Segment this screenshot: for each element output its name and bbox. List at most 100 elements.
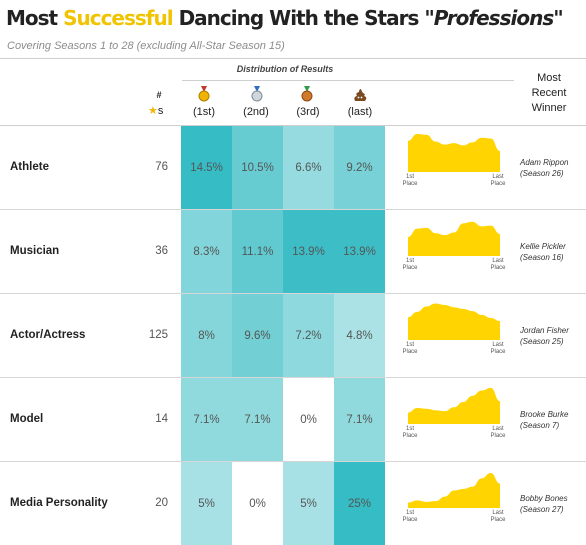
subtitle: Covering Seasons 1 to 28 (excluding All-… — [7, 40, 285, 52]
most-recent-winner: Jordan Fisher (Season 25) — [520, 325, 569, 347]
distribution-sparkline — [408, 387, 500, 424]
row-label: Musician — [10, 245, 60, 257]
heat-cell: 5% — [283, 462, 334, 545]
distribution-sparkline — [408, 134, 500, 172]
most-recent-winner: Bobby Bones (Season 27) — [520, 493, 568, 515]
gold-medal-icon — [198, 86, 210, 102]
heat-cell: 13.9% — [334, 210, 385, 293]
count-header: # — [156, 90, 162, 100]
row-divider — [0, 377, 586, 378]
heat-cell: 7.1% — [334, 378, 385, 461]
caption-line: Place — [402, 433, 418, 439]
sparkline-caption-last: Last Place — [486, 258, 510, 272]
caption-line: Place — [490, 265, 506, 271]
caption-line: Last — [492, 174, 504, 180]
sparkline-area — [408, 221, 500, 256]
caption-line: Last — [492, 510, 504, 516]
col-header-2nd: (2nd) — [243, 106, 269, 118]
star-icon: ★ — [148, 105, 158, 117]
caption-line: 1st — [405, 258, 414, 264]
caption-line: Last — [492, 258, 504, 264]
heat-cell: 0% — [283, 378, 334, 461]
row-count: 20 — [155, 497, 168, 509]
sparkline-caption-last: Last Place — [486, 174, 510, 188]
winner-line: Jordan Fisher — [520, 326, 569, 335]
sparkline-area — [408, 473, 500, 508]
winner-line: Brooke Burke — [520, 410, 569, 419]
page-title: Most Successful Dancing With the Stars "… — [6, 6, 564, 30]
caption-line: Place — [490, 433, 506, 439]
winner-line: Kellie Pickler — [520, 242, 566, 251]
distribution-sparkline — [408, 473, 500, 508]
caption-line: Last — [492, 426, 504, 432]
heat-cell: 14.5% — [181, 126, 232, 209]
sparkline-caption-last: Last Place — [486, 342, 510, 356]
heat-cell: 8% — [181, 294, 232, 377]
winner-line: (Season 25) — [520, 337, 564, 346]
col-header-3rd: (3rd) — [296, 106, 320, 118]
row-count: 76 — [155, 161, 168, 173]
row-divider — [0, 209, 586, 210]
caption-line: 1st — [405, 426, 414, 432]
row-divider — [0, 293, 586, 294]
caption-line: Place — [402, 265, 418, 271]
winner-line: (Season 26) — [520, 169, 564, 178]
row-count: 14 — [155, 413, 168, 425]
sparkline-caption-last: Last Place — [486, 426, 510, 440]
heat-cell: 4.8% — [334, 294, 385, 377]
heat-cell: 11.1% — [232, 210, 283, 293]
sparkline-area — [408, 134, 500, 172]
row-count: 125 — [148, 329, 168, 341]
row-label: Media Personality — [10, 497, 108, 509]
heat-cell: 7.1% — [232, 378, 283, 461]
silver-medal-icon — [251, 86, 263, 102]
caption-line: 1st — [405, 174, 414, 180]
heat-cell: 9.2% — [334, 126, 385, 209]
row-label: Athlete — [10, 161, 49, 173]
caption-line: Place — [402, 181, 418, 187]
poop-icon — [354, 89, 367, 101]
caption-line: 1st — [405, 342, 414, 348]
sparkline-caption-last: Last Place — [486, 510, 510, 524]
caption-line: Place — [490, 517, 506, 523]
most-recent-winner: Adam Rippon (Season 26) — [520, 157, 568, 179]
heat-cell: 7.2% — [283, 294, 334, 377]
star-count-header: ★s — [148, 105, 164, 117]
col-header-1st: (1st) — [193, 106, 215, 118]
most-recent-winner-header: Most Recent Winner — [531, 72, 567, 114]
heat-cell: 5% — [181, 462, 232, 545]
distribution-underline — [182, 80, 514, 81]
row-count: 36 — [155, 245, 168, 257]
distribution-sparkline — [408, 303, 500, 340]
bronze-medal-icon — [301, 86, 313, 102]
sparkline-caption-first: 1st Place — [398, 342, 422, 356]
sparkline-caption-first: 1st Place — [398, 174, 422, 188]
caption-line: Place — [402, 349, 418, 355]
winner-line: Adam Rippon — [520, 158, 569, 167]
heat-cell: 25% — [334, 462, 385, 545]
heat-cell: 13.9% — [283, 210, 334, 293]
col-header-last: (last) — [347, 106, 373, 118]
heat-cell: 7.1% — [181, 378, 232, 461]
caption-line: Last — [492, 342, 504, 348]
heat-cell: 10.5% — [232, 126, 283, 209]
caption-line: Place — [402, 517, 418, 523]
winner-line: (Season 7) — [520, 421, 560, 430]
winner-line: (Season 16) — [520, 253, 564, 262]
distribution-header: Distribution of Results — [236, 64, 334, 74]
header-divider — [0, 125, 586, 126]
sparkline-area — [408, 387, 500, 424]
sparkline-caption-first: 1st Place — [398, 510, 422, 524]
distribution-sparkline — [408, 221, 500, 256]
caption-line: Place — [490, 349, 506, 355]
heat-cell: 0% — [232, 462, 283, 545]
row-divider — [0, 461, 586, 462]
heat-cell: 9.6% — [232, 294, 283, 377]
winner-line: (Season 27) — [520, 505, 564, 514]
row-label: Model — [10, 413, 44, 425]
most-recent-winner: Kellie Pickler (Season 16) — [520, 241, 566, 263]
winner-line: Bobby Bones — [520, 494, 568, 503]
caption-line: 1st — [405, 510, 414, 516]
sparkline-caption-first: 1st Place — [398, 426, 422, 440]
title-divider — [0, 58, 586, 59]
